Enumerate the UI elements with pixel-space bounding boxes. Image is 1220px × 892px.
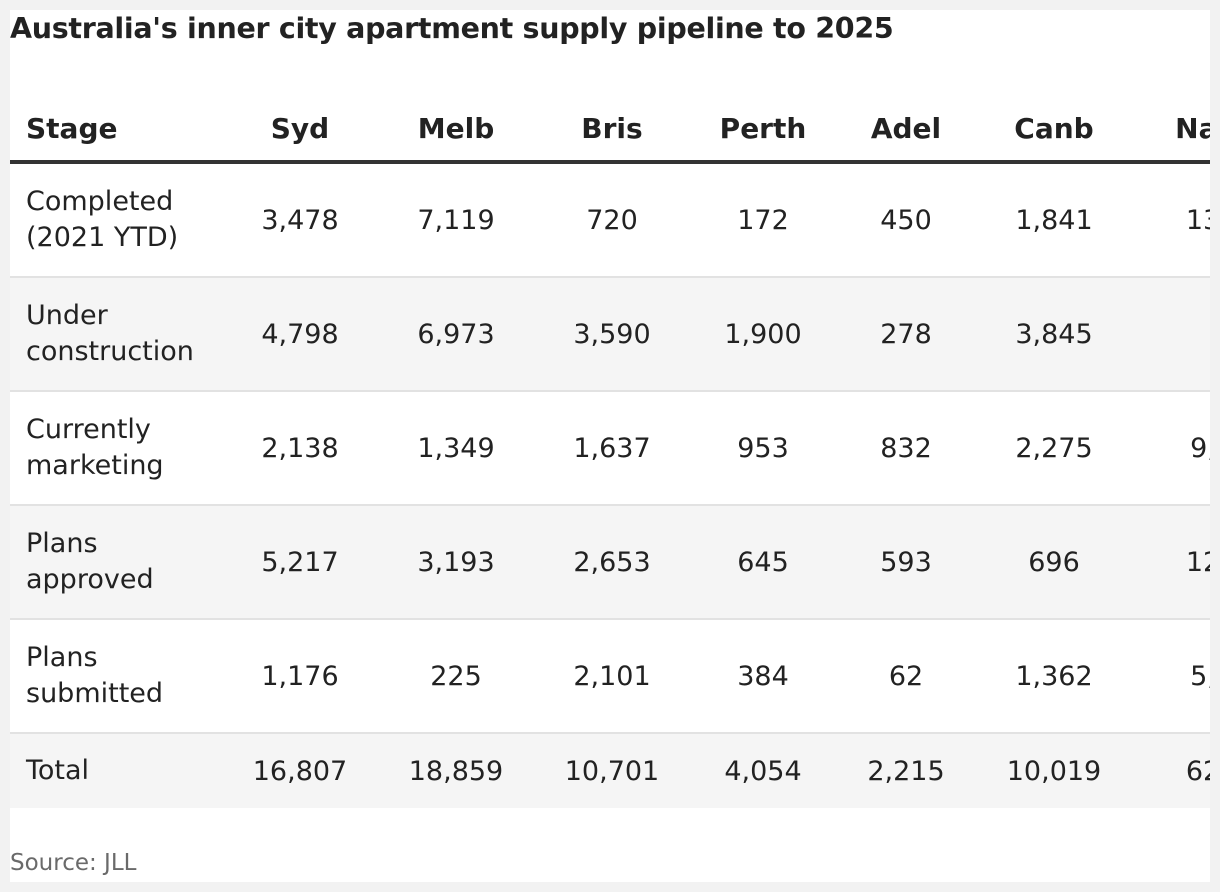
table-cell: 2,101 [538, 619, 686, 734]
column-header-bris: Bris [538, 96, 686, 164]
table-cell: 696 [972, 505, 1136, 620]
table-cell: 3,845 [972, 277, 1136, 392]
table-cell: 9, [1136, 391, 1210, 506]
stage-label: Currently marketing [10, 391, 226, 506]
total-cell: 4,054 [686, 733, 840, 808]
table-cell: 5, [1136, 619, 1210, 734]
table-row: Completed (2021 YTD) 3,478 7,119 720 172… [10, 162, 1210, 278]
table-cell: 720 [538, 162, 686, 278]
table-cell: 172 [686, 162, 840, 278]
table-row: Plans approved 5,217 3,193 2,653 645 593… [10, 505, 1210, 620]
table-cell: 2,653 [538, 505, 686, 620]
total-row: Total 16,807 18,859 10,701 4,054 2,215 1… [10, 733, 1210, 808]
table-cell: 1,841 [972, 162, 1136, 278]
total-cell: 10,019 [972, 733, 1136, 808]
chart-title: Australia's inner city apartment supply … [10, 12, 894, 45]
total-cell: 16,807 [226, 733, 374, 808]
source-note: Source: JLL [10, 850, 137, 876]
table-cell: 1,362 [972, 619, 1136, 734]
table-cell: 2,138 [226, 391, 374, 506]
stage-label: Completed (2021 YTD) [10, 162, 226, 278]
table-cell: 62 [840, 619, 972, 734]
column-header-stage: Stage [10, 96, 226, 164]
column-header-nat: Nat [1136, 96, 1210, 164]
table-cell: 278 [840, 277, 972, 392]
table-cell: 1,900 [686, 277, 840, 392]
table-cell: 1,176 [226, 619, 374, 734]
total-cell: 18,859 [374, 733, 538, 808]
column-header-canb: Canb [972, 96, 1136, 164]
stage-label: Plans approved [10, 505, 226, 620]
table-cell: 3,478 [226, 162, 374, 278]
table-row: Plans submitted 1,176 225 2,101 384 62 1… [10, 619, 1210, 734]
table-cell: 12 [1136, 505, 1210, 620]
table-cell: 832 [840, 391, 972, 506]
column-header-adel: Adel [840, 96, 972, 164]
column-header-syd: Syd [226, 96, 374, 164]
total-cell: 10,701 [538, 733, 686, 808]
table-cell: 645 [686, 505, 840, 620]
table-cell: 450 [840, 162, 972, 278]
table-cell: 384 [686, 619, 840, 734]
total-cell: 2,215 [840, 733, 972, 808]
table-cell: 1,637 [538, 391, 686, 506]
table-cell: 7,119 [374, 162, 538, 278]
table-cell: 225 [374, 619, 538, 734]
supply-pipeline-table: Stage Syd Melb Bris Perth Adel Canb Nat … [10, 96, 1210, 808]
table-cell [1136, 277, 1210, 392]
table-row: Under construction 4,798 6,973 3,590 1,9… [10, 277, 1210, 392]
table-cell: 6,973 [374, 277, 538, 392]
chart-card: Australia's inner city apartment supply … [10, 10, 1210, 882]
table-cell: 13 [1136, 162, 1210, 278]
stage-label: Under construction [10, 277, 226, 392]
table-cell: 3,193 [374, 505, 538, 620]
total-cell: 62 [1136, 733, 1210, 808]
table-cell: 3,590 [538, 277, 686, 392]
column-header-melb: Melb [374, 96, 538, 164]
table-cell: 5,217 [226, 505, 374, 620]
header-row: Stage Syd Melb Bris Perth Adel Canb Nat [10, 96, 1210, 164]
column-header-perth: Perth [686, 96, 840, 164]
table-cell: 2,275 [972, 391, 1136, 506]
table-row: Currently marketing 2,138 1,349 1,637 95… [10, 391, 1210, 506]
table-cell: 953 [686, 391, 840, 506]
table-cell: 4,798 [226, 277, 374, 392]
stage-label: Plans submitted [10, 619, 226, 734]
total-label: Total [10, 733, 226, 808]
table-cell: 593 [840, 505, 972, 620]
table-cell: 1,349 [374, 391, 538, 506]
